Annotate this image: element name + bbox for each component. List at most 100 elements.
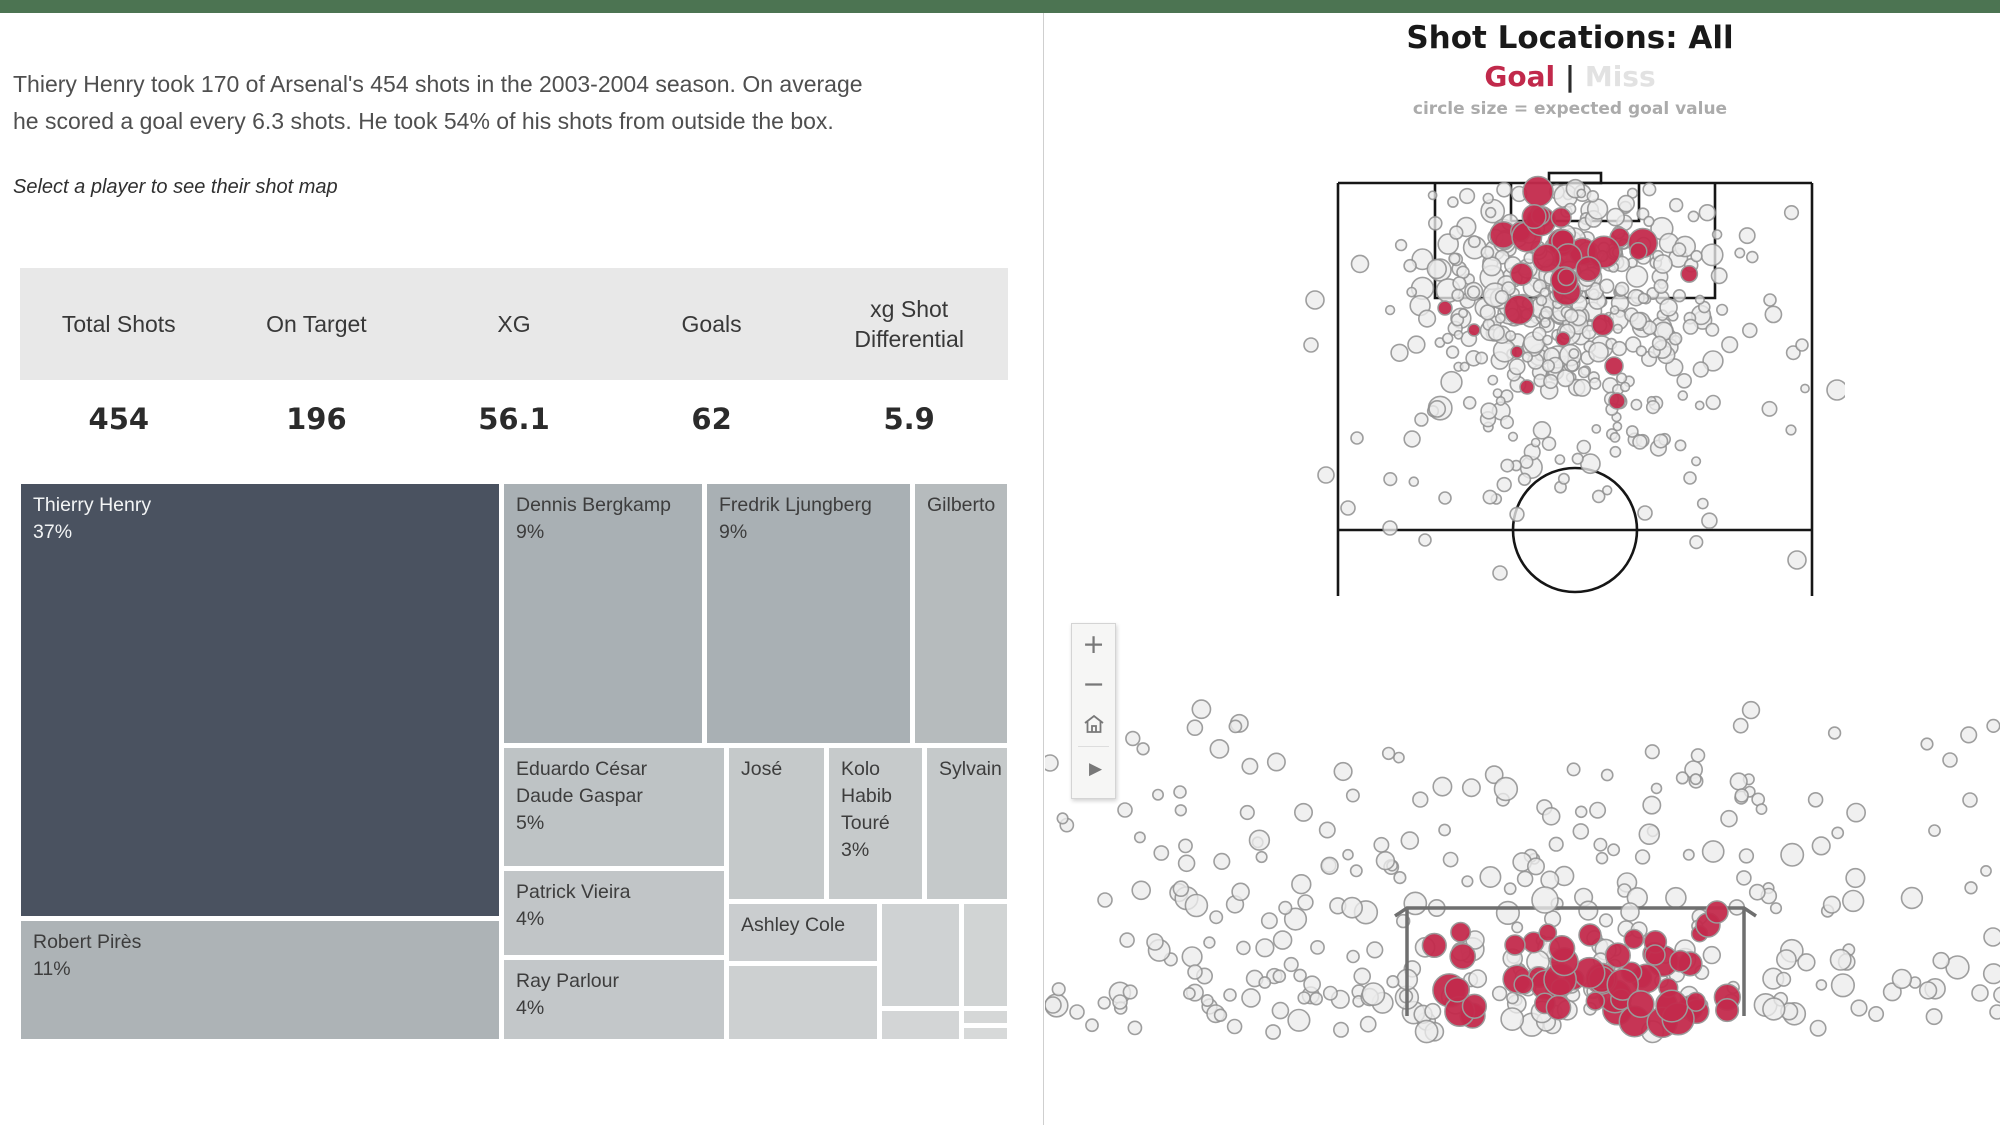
shot-miss-dot[interactable] <box>1342 848 1354 861</box>
shot-miss-dot[interactable] <box>1578 900 1599 921</box>
shot-miss-dot[interactable] <box>1287 1008 1311 1032</box>
shot-miss-dot[interactable] <box>1822 895 1842 914</box>
shot-miss-dot[interactable] <box>1692 361 1709 378</box>
treemap-cell-jose[interactable]: José <box>728 747 825 900</box>
shot-goal-dot[interactable] <box>1715 998 1740 1023</box>
shot-goal-dot[interactable] <box>1449 943 1477 970</box>
shot-miss-dot[interactable] <box>1689 535 1704 550</box>
shot-miss-dot[interactable] <box>1850 999 1868 1017</box>
shot-goal-dot[interactable] <box>1680 264 1699 283</box>
shot-miss-dot[interactable] <box>1982 963 2000 985</box>
shot-miss-dot[interactable] <box>1239 804 1255 821</box>
shot-miss-dot[interactable] <box>1408 476 1420 488</box>
shot-miss-dot[interactable] <box>1532 420 1552 440</box>
shot-miss-dot[interactable] <box>1964 881 1978 895</box>
shot-miss-dot[interactable] <box>1097 892 1113 908</box>
shot-miss-dot[interactable] <box>1651 335 1668 351</box>
shot-miss-dot[interactable] <box>1320 856 1339 876</box>
shot-miss-dot[interactable] <box>1993 986 2000 1004</box>
shot-miss-dot[interactable] <box>1437 233 1459 255</box>
treemap-cell-bergkamp[interactable]: Dennis Bergkamp 9% <box>503 483 703 744</box>
shot-miss-dot[interactable] <box>1700 243 1724 267</box>
shot-miss-dot[interactable] <box>1783 204 1800 221</box>
shot-miss-dot[interactable] <box>1540 306 1554 320</box>
shot-miss-dot[interactable] <box>1200 993 1214 1007</box>
shot-goal-dot[interactable] <box>1575 255 1602 283</box>
shot-miss-dot[interactable] <box>1677 390 1689 401</box>
shot-goal-dot[interactable] <box>1626 990 1655 1019</box>
shot-miss-dot[interactable] <box>1748 883 1766 901</box>
shot-miss-dot[interactable] <box>1521 351 1533 363</box>
shot-goal-dot[interactable] <box>1450 921 1472 943</box>
shot-miss-dot[interactable] <box>1432 776 1453 797</box>
shot-miss-dot[interactable] <box>1373 836 1390 853</box>
shot-miss-dot[interactable] <box>1775 971 1792 987</box>
shot-miss-dot[interactable] <box>1652 254 1673 274</box>
shot-miss-dot[interactable] <box>1694 294 1706 305</box>
shot-miss-dot[interactable] <box>1507 431 1519 442</box>
shot-miss-dot[interactable] <box>1283 956 1299 973</box>
shot-miss-dot[interactable] <box>1516 870 1534 888</box>
shot-miss-dot[interactable] <box>1381 746 1396 761</box>
treemap-cell-vieira[interactable]: Patrick Vieira 4% <box>503 870 725 956</box>
treemap-cell-other-3[interactable] <box>963 903 1008 1007</box>
goal-mouth-shot-map[interactable] <box>1045 650 2000 1075</box>
shot-miss-dot[interactable] <box>1517 472 1532 486</box>
shot-miss-dot[interactable] <box>1800 383 1810 394</box>
shot-miss-dot[interactable] <box>1809 1019 1827 1037</box>
shot-miss-dot[interactable] <box>1411 248 1434 271</box>
shot-miss-dot[interactable] <box>1643 215 1655 228</box>
shot-miss-dot[interactable] <box>1294 802 1314 822</box>
shot-miss-dot[interactable] <box>1332 1021 1349 1038</box>
shot-miss-dot[interactable] <box>1445 345 1460 359</box>
shot-goal-dot[interactable] <box>1521 203 1547 230</box>
shot-miss-dot[interactable] <box>1645 400 1661 415</box>
shot-miss-dot[interactable] <box>1500 415 1515 430</box>
treemap-cell-gilberto[interactable]: Gilberto <box>914 483 1008 744</box>
shot-miss-dot[interactable] <box>1762 997 1786 1021</box>
shot-miss-dot[interactable] <box>1573 378 1592 397</box>
shot-miss-dot[interactable] <box>1265 1024 1281 1040</box>
shot-miss-dot[interactable] <box>1682 848 1695 861</box>
shot-goal-dot[interactable] <box>1604 942 1631 969</box>
shot-miss-dot[interactable] <box>1458 308 1469 319</box>
shot-miss-dot[interactable] <box>1209 910 1224 925</box>
shot-miss-dot[interactable] <box>1572 823 1590 840</box>
shot-miss-dot[interactable] <box>1182 986 1196 1000</box>
treemap-cell-ljungberg[interactable]: Fredrik Ljungberg 9% <box>706 483 911 744</box>
legend-miss-toggle[interactable]: Miss <box>1584 60 1656 93</box>
shot-miss-dot[interactable] <box>1241 988 1261 1008</box>
shot-goal-dot[interactable] <box>1548 935 1576 962</box>
shot-miss-dot[interactable] <box>1153 845 1170 861</box>
shot-miss-dot[interactable] <box>1602 485 1613 496</box>
shot-goal-dot[interactable] <box>1604 356 1624 376</box>
shot-miss-dot[interactable] <box>1209 739 1230 759</box>
shot-miss-dot[interactable] <box>1291 874 1312 895</box>
shot-miss-dot[interactable] <box>1459 187 1476 205</box>
shot-miss-dot[interactable] <box>1653 278 1669 294</box>
shot-miss-dot[interactable] <box>1609 305 1620 315</box>
shot-miss-dot[interactable] <box>1932 951 1950 970</box>
shot-miss-dot[interactable] <box>1491 985 1508 1002</box>
shot-miss-dot[interactable] <box>1891 968 1913 990</box>
shot-miss-dot[interactable] <box>1711 229 1723 240</box>
shot-miss-dot[interactable] <box>1500 458 1515 473</box>
shot-miss-dot[interactable] <box>1690 748 1706 763</box>
shot-miss-dot[interactable] <box>1494 312 1506 324</box>
shot-miss-dot[interactable] <box>1428 215 1443 231</box>
shot-miss-dot[interactable] <box>1506 991 1519 1005</box>
shot-miss-dot[interactable] <box>1586 189 1600 203</box>
shot-goal-dot[interactable] <box>1591 313 1615 337</box>
shot-miss-dot[interactable] <box>1599 278 1615 294</box>
shot-goal-dot[interactable] <box>1578 923 1602 947</box>
shot-miss-dot[interactable] <box>1266 752 1286 772</box>
shot-miss-dot[interactable] <box>1418 533 1432 547</box>
shot-miss-dot[interactable] <box>1634 849 1651 865</box>
shot-miss-dot[interactable] <box>1317 466 1335 484</box>
shot-miss-dot[interactable] <box>1671 242 1687 257</box>
shot-miss-dot[interactable] <box>1414 412 1429 427</box>
shot-miss-dot[interactable] <box>1403 430 1421 448</box>
shot-miss-dot[interactable] <box>1785 345 1801 361</box>
shot-miss-dot[interactable] <box>1309 991 1324 1006</box>
shot-miss-dot[interactable] <box>1131 880 1151 901</box>
